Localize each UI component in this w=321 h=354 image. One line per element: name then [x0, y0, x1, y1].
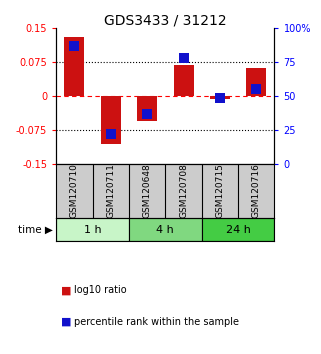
Text: GSM120716: GSM120716 [252, 163, 261, 218]
Point [181, 55, 186, 61]
Text: percentile rank within the sample: percentile rank within the sample [74, 317, 239, 327]
Text: 1 h: 1 h [84, 224, 101, 235]
Bar [202, 218, 274, 241]
Text: GSM120711: GSM120711 [106, 163, 115, 218]
Text: time ▶: time ▶ [18, 224, 53, 235]
Bar [137, 96, 157, 121]
Bar [101, 96, 121, 144]
Point [254, 87, 259, 92]
Text: log10 ratio: log10 ratio [74, 285, 126, 295]
Title: GDS3433 / 31212: GDS3433 / 31212 [104, 13, 227, 27]
Bar [56, 218, 129, 241]
Text: GSM120708: GSM120708 [179, 163, 188, 218]
Text: 4 h: 4 h [156, 224, 174, 235]
Text: GSM120648: GSM120648 [143, 163, 152, 218]
Point [72, 43, 77, 49]
Bar [246, 68, 266, 96]
Bar [173, 65, 194, 96]
Text: 24 h: 24 h [226, 224, 250, 235]
Bar [210, 96, 230, 98]
Bar [64, 38, 84, 96]
Point [217, 95, 222, 101]
Text: ■: ■ [61, 317, 72, 327]
Text: ■: ■ [61, 285, 72, 295]
Point [108, 131, 113, 137]
Text: GSM120715: GSM120715 [215, 163, 224, 218]
Point [144, 111, 150, 117]
Bar [129, 218, 202, 241]
Text: GSM120710: GSM120710 [70, 163, 79, 218]
